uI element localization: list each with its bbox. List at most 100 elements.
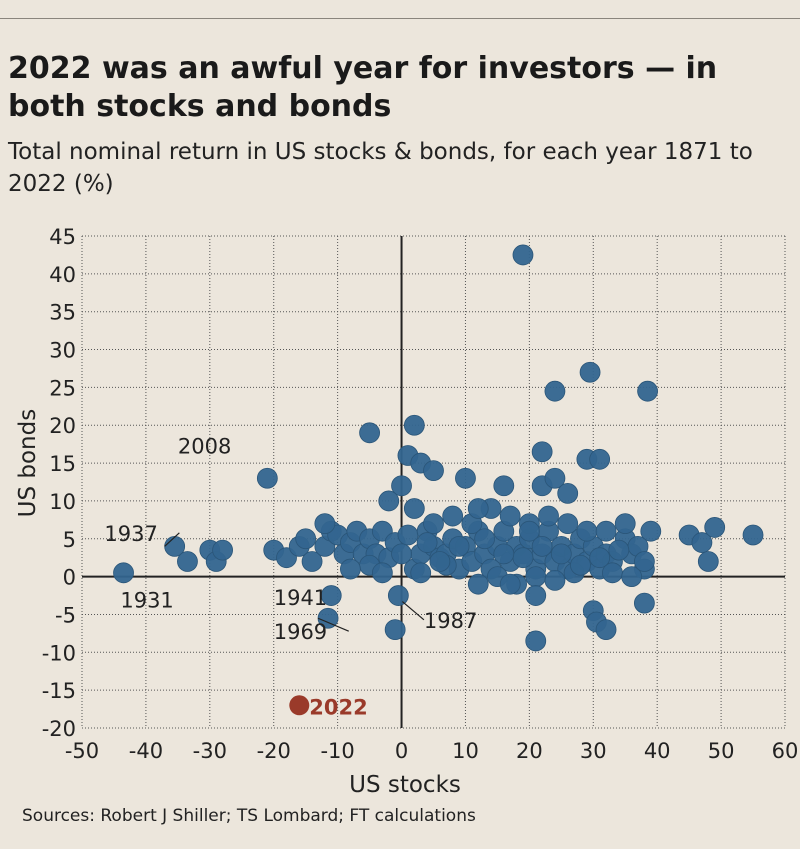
data-point <box>579 361 601 383</box>
data-point <box>429 551 451 572</box>
data-point <box>557 513 579 535</box>
y-tick-label: 0 <box>63 566 76 590</box>
data-point <box>531 535 553 557</box>
source-note: Sources: Robert J Shiller; TS Lombard; F… <box>22 806 476 826</box>
annotation-label: 1937 <box>104 522 157 546</box>
data-point <box>212 539 234 561</box>
data-point <box>525 585 547 606</box>
data-point <box>391 543 412 565</box>
y-tick-label: 45 <box>49 225 76 249</box>
data-point <box>403 498 425 519</box>
data-point <box>113 562 134 584</box>
x-tick-label: -40 <box>129 739 163 763</box>
highlight-point-2022 <box>289 695 310 716</box>
label-2022: 2022 <box>309 695 367 719</box>
data-point <box>557 482 579 504</box>
data-point <box>474 528 496 550</box>
data-point <box>640 520 662 542</box>
data-point <box>595 520 617 542</box>
data-point <box>499 505 521 527</box>
data-point <box>544 569 566 591</box>
data-point <box>371 562 393 584</box>
x-axis-label: US stocks <box>349 772 461 798</box>
data-point <box>697 551 719 572</box>
y-tick-label: 20 <box>49 414 76 438</box>
data-point <box>177 551 198 572</box>
data-point <box>340 558 361 580</box>
x-tick-label: -20 <box>257 739 291 763</box>
data-point <box>493 543 515 565</box>
data-point <box>442 505 464 527</box>
data-point <box>576 520 598 542</box>
data-point <box>314 513 336 535</box>
annotation-label: 1969 <box>274 620 327 644</box>
data-point <box>544 380 566 402</box>
y-tick-label: 10 <box>49 490 76 514</box>
data-point <box>589 448 611 470</box>
data-point <box>423 460 444 482</box>
data-point <box>544 467 566 489</box>
y-tick-label: -20 <box>42 717 76 741</box>
data-point <box>518 520 540 542</box>
data-point <box>397 524 419 546</box>
leader-line <box>164 532 180 547</box>
data-point <box>391 475 412 497</box>
x-tick-label: 50 <box>708 739 735 763</box>
x-tick-label: -50 <box>65 739 99 763</box>
y-tick-label: 25 <box>49 376 76 400</box>
data-point <box>589 547 611 569</box>
x-tick-label: 40 <box>644 739 671 763</box>
leader-line <box>317 617 349 632</box>
grid <box>81 235 786 729</box>
y-tick-label: -5 <box>55 603 76 627</box>
chart-title: 2022 was an awful year for investors — i… <box>8 51 718 124</box>
data-point <box>387 585 409 606</box>
data-point <box>512 547 534 569</box>
data-point <box>378 490 400 512</box>
x-tick-label: -10 <box>320 739 354 763</box>
data-point <box>384 619 406 641</box>
data-point <box>531 441 553 463</box>
annotation-label: 2008 <box>178 435 231 459</box>
data-point <box>301 551 323 572</box>
data-point <box>525 566 547 588</box>
data-point <box>525 630 547 652</box>
data-point <box>423 513 444 535</box>
data-point <box>467 573 489 595</box>
data-point <box>455 467 476 489</box>
data-point <box>416 532 438 553</box>
data-point <box>359 422 380 444</box>
data-point <box>448 535 470 557</box>
x-tick-label: 60 <box>772 739 799 763</box>
data-point <box>410 562 432 584</box>
data-point <box>550 543 572 565</box>
data-point <box>595 619 617 641</box>
data-point <box>691 532 713 553</box>
data-point <box>614 513 636 535</box>
data-point <box>499 573 521 595</box>
y-tick-label: 35 <box>49 301 76 325</box>
data-point <box>467 498 489 519</box>
y-tick-label: 5 <box>63 528 76 552</box>
data-point <box>634 592 655 614</box>
x-tick-label: -30 <box>193 739 227 763</box>
data-point <box>704 517 726 538</box>
chart-subtitle: Total nominal return in US stocks & bond… <box>8 139 753 197</box>
x-tick-label: 30 <box>580 739 607 763</box>
y-tick-label: -10 <box>42 641 76 665</box>
data-point <box>742 524 764 546</box>
data-point <box>570 554 591 576</box>
data-point <box>256 467 278 489</box>
data-point <box>295 528 317 550</box>
annotation-label: 1941 <box>274 586 327 610</box>
data-point <box>608 539 630 561</box>
data-point <box>320 585 342 606</box>
x-tick-label: 10 <box>452 739 479 763</box>
data-point <box>621 566 643 588</box>
y-tick-label: 15 <box>49 452 76 476</box>
x-tick-label: 0 <box>395 739 408 763</box>
data-point <box>493 475 515 497</box>
y-tick-label: 30 <box>49 339 76 363</box>
